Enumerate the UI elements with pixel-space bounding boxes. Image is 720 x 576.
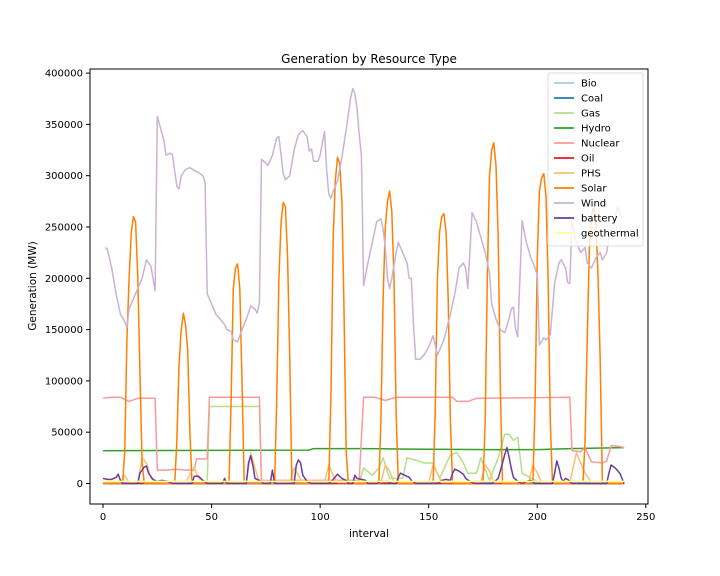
y-tick-label: 300000 [45, 171, 83, 182]
plot-frame [89, 68, 649, 505]
legend-label-nuclear: Nuclear [581, 139, 620, 150]
y-tick-label: 350000 [45, 120, 83, 131]
y-tick-label: 400000 [45, 69, 83, 80]
y-tick-label: 200000 [45, 274, 83, 285]
legend-label-coal: Coal [581, 94, 603, 105]
legend-label-battery: battery [581, 214, 618, 225]
y-tick-label: 50000 [51, 428, 83, 439]
y-tick-label: 150000 [45, 325, 83, 336]
legend-label-geothermal: geothermal [581, 229, 639, 240]
y-axis-label: Generation (MW) [27, 241, 39, 331]
series-line-hydro [102, 446, 625, 452]
legend-label-gas: Gas [581, 109, 600, 120]
series-line-solar [103, 142, 625, 485]
legend-label-solar: Solar [581, 184, 607, 195]
y-tick-label: 100000 [45, 376, 83, 387]
x-tick-label: 250 [636, 512, 655, 523]
y-tick-label: 250000 [45, 222, 83, 233]
y-axis: 0 50000 100000 150000 200000 250000 300000 3500… [45, 69, 90, 490]
x-tick-label: 0 [100, 512, 106, 523]
x-tick-label: 50 [205, 512, 218, 523]
series-line-nuclear [102, 396, 625, 482]
legend: Bio Coal Gas Hydro Nuclear Oil PHS Solar Wind bat… [547, 72, 644, 247]
x-tick-label: 150 [419, 512, 438, 523]
legend-label-oil: Oil [581, 154, 594, 165]
x-axis-label: interval [349, 528, 389, 540]
legend-label-bio: Bio [581, 79, 597, 90]
legend-label-wind: Wind [581, 199, 606, 210]
series-line-battery [102, 446, 625, 485]
y-tick-label: 0 [77, 479, 83, 490]
x-axis: 0 50 100 150 200 250 [100, 504, 655, 523]
series-layer [102, 87, 625, 485]
x-tick-label: 200 [528, 512, 547, 523]
series-line-wind [104, 87, 623, 361]
chart-title: Generation by Resource Type [281, 52, 457, 66]
legend-label-hydro: Hydro [581, 124, 611, 135]
x-tick-label: 100 [311, 512, 330, 523]
series-line-gas [103, 405, 625, 484]
legend-label-phs: PHS [581, 169, 601, 180]
